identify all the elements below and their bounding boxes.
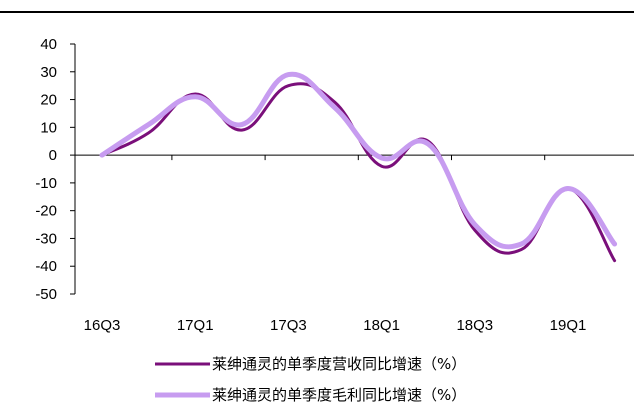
y-tick-label: -40 <box>35 258 57 275</box>
y-tick-label: -20 <box>35 203 57 220</box>
y-tick-label: 20 <box>40 92 57 109</box>
y-tick-label: -10 <box>35 175 57 192</box>
series-line-1 <box>100 82 617 263</box>
x-tick-label: 19Q1 <box>550 317 587 334</box>
series-line-2 <box>99 71 618 250</box>
x-tick-label: 17Q1 <box>177 317 214 334</box>
y-tick-label: -30 <box>35 230 57 247</box>
y-tick-label: -50 <box>35 286 57 303</box>
legend: 莱绅通灵的单季度营收同比增速（%） 莱绅通灵的单季度毛利同比增速（%） <box>155 355 466 404</box>
x-tick-label: 18Q1 <box>363 317 400 334</box>
x-tick-label: 18Q3 <box>456 317 493 334</box>
x-tick-label: 16Q3 <box>84 317 121 334</box>
y-tick-label: 30 <box>40 64 57 81</box>
legend-label-1: 莱绅通灵的单季度营收同比增速（%） <box>212 355 466 373</box>
series-group <box>99 71 618 263</box>
y-tick-label: 0 <box>49 147 57 164</box>
y-tick-label: 10 <box>40 119 57 136</box>
legend-label-2: 莱绅通灵的单季度毛利同比增速（%） <box>212 386 466 404</box>
axes: 40 30 20 10 0 -10 -20 -30 -40 -50 16Q3 17Q1 17Q3 18Q1… <box>35 36 634 334</box>
y-tick-label: 40 <box>40 36 57 53</box>
x-tick-label: 17Q3 <box>270 317 307 334</box>
